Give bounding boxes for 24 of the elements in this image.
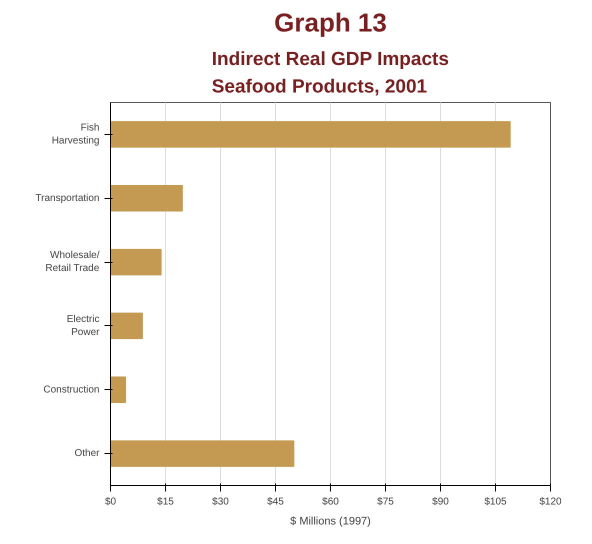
y-tick-label: Wholesale/ Retail Trade (45, 250, 100, 274)
x-tick-label: $120 (539, 496, 562, 508)
bar (110, 376, 126, 404)
x-axis-title: $ Millions (1997) (290, 516, 371, 528)
y-tick-label: Electric Power (66, 314, 100, 338)
bar (110, 248, 162, 276)
x-tick-label: $105 (484, 496, 508, 508)
x-tick-label: $30 (212, 496, 230, 508)
bar (110, 121, 511, 148)
y-tick-label: Transportation (35, 192, 100, 204)
x-tick-label: $15 (157, 496, 174, 508)
bar (110, 440, 294, 467)
y-tick-label: Construction (43, 384, 100, 396)
bar (110, 184, 183, 212)
x-tick-label: $0 (104, 496, 116, 508)
bar (110, 312, 143, 340)
x-tick-label: $75 (377, 496, 394, 508)
x-tick-label: $60 (322, 496, 340, 508)
y-tick-label: Fish Harvesting (52, 122, 100, 147)
y-tick-label: Other (74, 448, 100, 460)
chart-subtitle: Indirect Real GDP Impacts Seafood Products, 2001 (212, 49, 449, 98)
chart-title: Graph 13 (274, 8, 387, 38)
x-tick-label: $45 (267, 496, 284, 508)
x-tick-label: $90 (432, 496, 450, 508)
